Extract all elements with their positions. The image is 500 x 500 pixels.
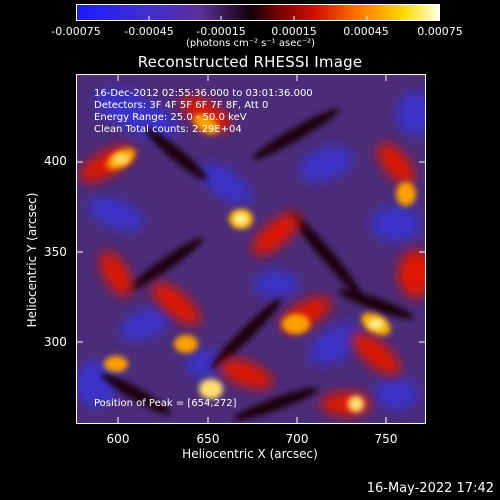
colorbar-unit-label: (photons cm⁻² s⁻¹ asec⁻²) [186, 38, 316, 49]
heatmap-negative-regions [76, 88, 426, 410]
y-axis-label: Heliocentric Y (arcsec) [25, 192, 39, 328]
colorbar-ticks [76, 16, 440, 21]
colorbar-tick-label: -0.00045 [124, 25, 174, 38]
x-axis-ticks [117, 74, 387, 424]
plot-frame [76, 74, 426, 424]
y-tick-label: 400 [44, 154, 67, 168]
heatmap-plot [76, 74, 426, 424]
y-axis-ticks [76, 161, 426, 343]
colorbar-tick-label: -0.00015 [196, 25, 246, 38]
colorbar-tick-label: 0.00015 [271, 25, 317, 38]
footer-timestamp: 16-May-2022 17:42 [366, 481, 494, 496]
colorbar-tick-label: 0.00045 [343, 25, 389, 38]
x-tick-label: 750 [374, 432, 398, 446]
colorbar-gradient [76, 4, 440, 21]
info-time-range: 16-Dec-2012 02:55:36.000 to 03:01:36.000 [94, 88, 313, 99]
x-tick-label: 650 [196, 432, 220, 446]
colorbar-tick-label: 0.00075 [417, 25, 463, 38]
colorbar-tick-label: -0.00075 [51, 25, 101, 38]
heatmap-peak-spots [113, 154, 384, 412]
info-energy-range: Energy Range: 25.0 - 50.0 keV [94, 112, 247, 123]
colorbar [76, 4, 440, 21]
heatmap-ridges [101, 108, 414, 421]
x-axis-label: Heliocentric X (arcsec) [182, 447, 318, 461]
y-tick-label: 350 [44, 245, 67, 259]
info-clean-counts: Clean Total counts: 2.29E+04 [94, 124, 242, 135]
y-tick-label: 300 [44, 335, 67, 349]
peak-position-label: Position of Peak = [654,272] [94, 398, 237, 409]
plot-title: Reconstructed RHESSI Image [137, 53, 363, 71]
x-tick-label: 600 [106, 432, 130, 446]
x-tick-label: 700 [285, 432, 309, 446]
info-detectors: Detectors: 3F 4F 5F 6F 7F 8F, Att 0 [94, 100, 269, 111]
